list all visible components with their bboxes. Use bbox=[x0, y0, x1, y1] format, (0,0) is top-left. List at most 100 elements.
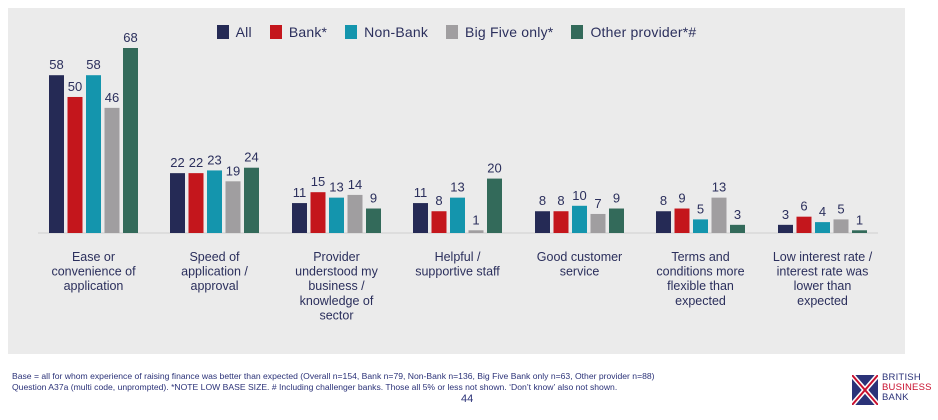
data-label: 6 bbox=[800, 199, 807, 214]
chart-legend: All Bank* Non-Bank Big Five only* Other … bbox=[8, 20, 905, 44]
bar bbox=[123, 48, 138, 233]
bar bbox=[572, 205, 587, 233]
category-label-line: application / bbox=[181, 265, 248, 279]
category-label-line: approval bbox=[191, 279, 239, 293]
data-label: 9 bbox=[370, 191, 377, 206]
bar bbox=[104, 107, 120, 233]
category-label-line: flexible than bbox=[667, 279, 734, 293]
bar bbox=[49, 75, 64, 234]
data-label: 23 bbox=[207, 152, 221, 167]
category-label: Good customer service bbox=[537, 250, 622, 279]
category-label-line: sector bbox=[319, 308, 353, 322]
legend-swatch bbox=[446, 25, 459, 39]
data-label: 7 bbox=[594, 196, 601, 211]
bar bbox=[329, 197, 344, 233]
base-note: Base = all for whom experience of raisin… bbox=[12, 371, 655, 393]
bar bbox=[693, 219, 708, 233]
legend-label: Other provider*# bbox=[590, 24, 697, 40]
data-label: 22 bbox=[189, 155, 203, 170]
bar bbox=[609, 208, 624, 233]
category-label-line: Good customer bbox=[537, 250, 622, 264]
category-label-line: supportive staff bbox=[415, 265, 500, 279]
category-label-line: Terms and bbox=[671, 250, 729, 264]
question-note-line: Question A37a (multi code, unprompted). … bbox=[12, 382, 618, 392]
category-label-line: Provider bbox=[313, 250, 360, 264]
bar bbox=[487, 178, 502, 233]
bar bbox=[796, 216, 812, 233]
data-label: 4 bbox=[819, 204, 826, 219]
data-label: 5 bbox=[837, 201, 844, 216]
bar bbox=[730, 224, 745, 233]
legend-item-all: All bbox=[216, 24, 252, 40]
data-label: 15 bbox=[311, 174, 325, 189]
bar bbox=[815, 222, 830, 233]
category-label-line: conditions more bbox=[656, 265, 744, 279]
british-business-bank-logo: BRITISH BUSINESS BANK bbox=[852, 373, 932, 409]
logo-line: BANK bbox=[882, 392, 909, 403]
data-label: 11 bbox=[293, 185, 307, 200]
legend-swatch bbox=[269, 25, 282, 39]
bar bbox=[852, 230, 867, 233]
category-label: Helpful / supportive staff bbox=[415, 250, 500, 279]
chart-panel: All Bank* Non-Bank Big Five only* Other … bbox=[8, 8, 905, 354]
legend-label: All bbox=[235, 24, 252, 40]
bar bbox=[535, 211, 550, 233]
data-label: 8 bbox=[435, 193, 442, 208]
legend-label: Bank* bbox=[288, 24, 328, 40]
bar bbox=[170, 173, 185, 233]
data-label: 3 bbox=[734, 207, 741, 222]
category-label-line: expected bbox=[675, 294, 726, 308]
category-label-line: Low interest rate / bbox=[773, 250, 873, 264]
bar bbox=[347, 194, 363, 233]
bar bbox=[207, 170, 222, 233]
data-label: 22 bbox=[170, 155, 184, 170]
data-label: 20 bbox=[487, 161, 501, 176]
category-label-line: knowledge of bbox=[300, 294, 374, 308]
data-label: 46 bbox=[105, 90, 119, 105]
bar bbox=[674, 208, 690, 233]
bar bbox=[656, 211, 671, 233]
data-label: 11 bbox=[414, 185, 428, 200]
legend-item-bank: Bank* bbox=[269, 24, 328, 40]
data-label: 58 bbox=[86, 57, 100, 72]
legend-swatch bbox=[345, 25, 358, 39]
bar bbox=[711, 197, 727, 233]
data-label: 24 bbox=[244, 150, 258, 165]
category-label-line: application bbox=[64, 279, 124, 293]
bar bbox=[188, 173, 204, 233]
data-label: 5 bbox=[697, 201, 704, 216]
data-label: 10 bbox=[572, 188, 586, 203]
data-label: 50 bbox=[68, 79, 82, 94]
data-label: 9 bbox=[678, 191, 685, 206]
data-label: 13 bbox=[450, 180, 464, 195]
data-label: 13 bbox=[329, 180, 343, 195]
category-label-line: business / bbox=[308, 279, 365, 293]
bar bbox=[468, 230, 484, 233]
legend-item-big-five: Big Five only* bbox=[446, 24, 553, 40]
bar bbox=[86, 75, 101, 234]
bar bbox=[590, 213, 606, 233]
category-label-line: Ease or bbox=[72, 250, 115, 264]
data-label: 13 bbox=[712, 180, 726, 195]
data-label: 3 bbox=[782, 207, 789, 222]
data-label: 8 bbox=[660, 193, 667, 208]
data-label: 1 bbox=[856, 212, 863, 227]
category-label: Provider understood my business / knowledge… bbox=[295, 250, 378, 322]
category-label-line: Speed of bbox=[189, 250, 240, 264]
bar bbox=[366, 208, 381, 233]
category-label: Terms and conditions more flexible than exp… bbox=[656, 250, 744, 308]
category-label-line: interest rate was bbox=[777, 265, 869, 279]
category-label-line: service bbox=[560, 265, 600, 279]
category-label-line: lower than bbox=[794, 279, 852, 293]
category-label: Speed of application / approval bbox=[181, 250, 248, 293]
bar bbox=[450, 197, 465, 233]
legend-swatch bbox=[571, 25, 584, 39]
bar bbox=[413, 203, 428, 233]
data-label: 8 bbox=[557, 193, 564, 208]
category-label-line: convenience of bbox=[51, 265, 136, 279]
data-label: 1 bbox=[472, 212, 479, 227]
legend-label: Big Five only* bbox=[465, 24, 554, 40]
legend-item-other-provider: Other provider*# bbox=[571, 24, 696, 40]
bar bbox=[833, 219, 849, 233]
